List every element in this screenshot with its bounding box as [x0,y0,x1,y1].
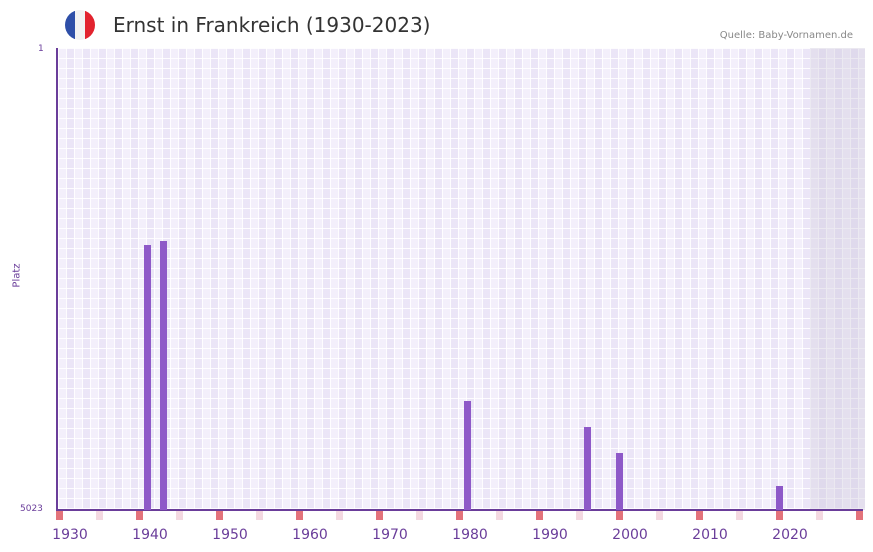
y-axis-title: Platz [11,263,23,288]
plot-area [56,48,865,510]
x-label-2020: 2020 [772,527,808,543]
x-label-1980: 1980 [452,527,488,543]
x-label-1990: 1990 [532,527,568,543]
x-tick-1983 [496,511,503,520]
x-tick-1993 [576,511,583,520]
x-label-1960: 1960 [292,527,328,543]
y-axis-top-label: 1 [38,44,44,54]
x-label-1940: 1940 [132,527,168,543]
chart-title: Ernst in Frankreich (1930-2023) [113,13,431,37]
x-tick-1978 [456,511,463,520]
x-label-1930: 1930 [52,527,88,543]
x-label-1950: 1950 [212,527,248,543]
x-axis-line [56,509,863,511]
x-tick-1958 [296,511,303,520]
x-tick-1948 [216,511,223,520]
x-label-2010: 2010 [692,527,728,543]
x-tick-1968 [376,511,383,520]
x-label-1970: 1970 [372,527,408,543]
x-tick-2013 [736,511,743,520]
bar-1994[interactable] [584,427,591,510]
flag-france-icon [65,10,95,40]
x-tick-1963 [336,511,343,520]
bar-1998[interactable] [616,453,623,510]
x-tick-1973 [416,511,423,520]
x-tick-1953 [256,511,263,520]
bar-1979[interactable] [464,400,471,510]
future-shade [810,48,865,510]
x-tick-1998 [616,511,623,520]
bar-1941[interactable] [160,241,167,510]
bar-2018[interactable] [776,485,783,510]
x-tick-2003 [656,511,663,520]
x-tick-1988 [536,511,543,520]
x-tick-2008 [696,511,703,520]
x-tick-2023 [816,511,823,520]
x-tick-1928 [56,511,63,520]
bar-1939[interactable] [144,244,151,510]
x-tick-2018 [776,511,783,520]
x-tick-2028 [856,511,863,520]
source-credit: Quelle: Baby-Vornamen.de [719,30,853,41]
x-tick-1933 [96,511,103,520]
x-label-2000: 2000 [612,527,648,543]
x-tick-1943 [176,511,183,520]
x-tick-1938 [136,511,143,520]
y-axis-bottom-label: 5023 [20,504,43,514]
